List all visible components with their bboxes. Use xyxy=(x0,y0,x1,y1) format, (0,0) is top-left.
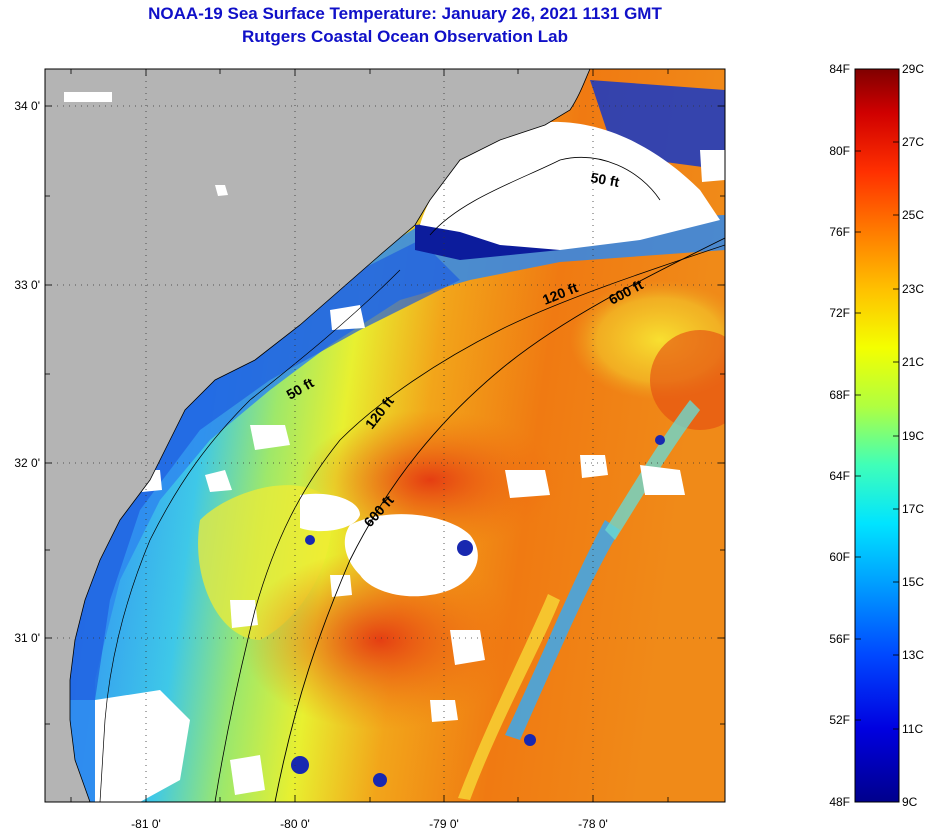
lon-label-80: -80 0' xyxy=(280,817,310,831)
warm-eddy-edge xyxy=(650,330,725,430)
cold-filament xyxy=(505,520,620,740)
latitude-axis: 34 0' 33 0' 32 0' 31 0' xyxy=(14,99,40,645)
land-mass xyxy=(45,69,590,802)
map-subtitle: Rutgers Coastal Ocean Observation Lab xyxy=(242,27,568,46)
gulf-stream-core-south xyxy=(240,550,520,730)
longitude-axis: -81 0' -80 0' -79 0' -78 0' xyxy=(131,817,608,831)
map-frame xyxy=(44,68,726,803)
lat-label-34: 34 0' xyxy=(14,99,40,113)
coastline xyxy=(69,69,591,802)
lat-label-32: 32 0' xyxy=(14,456,40,470)
lon-label-81: -81 0' xyxy=(131,817,161,831)
lat-label-33: 33 0' xyxy=(14,278,40,292)
cloud-mask xyxy=(95,121,725,802)
lon-label-79: -79 0' xyxy=(429,817,459,831)
isobath-120ft xyxy=(214,244,725,802)
graticule xyxy=(45,69,725,802)
inland-cloud-patch-2 xyxy=(215,185,228,196)
contour-label-50ft-north: 50 ft xyxy=(589,169,620,190)
map-ticks xyxy=(45,69,725,802)
lat-label-31: 31 0' xyxy=(14,631,40,645)
yellow-filament xyxy=(458,594,560,800)
long-bay-cold-water xyxy=(415,223,560,260)
map-field xyxy=(45,69,725,802)
gulf-stream-core xyxy=(300,410,560,550)
northern-cold-pool xyxy=(590,80,725,170)
lon-label-78: -78 0' xyxy=(578,817,608,831)
isobath-50ft xyxy=(99,269,401,802)
map-title: NOAA-19 Sea Surface Temperature: January… xyxy=(148,4,662,23)
isobath-50ft-north xyxy=(429,157,661,236)
isobath-600ft xyxy=(274,237,725,802)
inland-cloud-patch xyxy=(64,92,112,102)
